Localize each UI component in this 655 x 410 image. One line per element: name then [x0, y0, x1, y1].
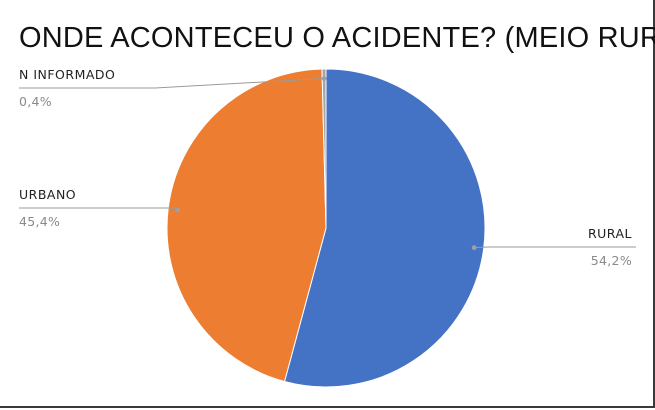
leader-lines [19, 76, 636, 251]
pie-slices [166, 68, 486, 388]
pie-slice-rural [283, 68, 486, 388]
slice-value-label: 54,2% [591, 253, 632, 268]
chart-title: ONDE ACONTECEU O ACIDENTE? (MEIO RURAL [19, 22, 655, 54]
slice-value-label: 0,4% [19, 94, 52, 109]
slice-label: N INFORMADO [19, 67, 115, 82]
pie-slice-n-informado [321, 68, 327, 229]
slice-label: URBANO [19, 187, 76, 202]
slice-labels: RURAL 54,2% URBANO 45,4% N INFORMADO 0,4% [19, 67, 632, 268]
slice-label: RURAL [588, 226, 632, 241]
leader-line [19, 78, 325, 89]
leader-line [474, 246, 636, 249]
slice-value-label: 45,4% [19, 214, 60, 229]
leader-line [19, 207, 178, 211]
